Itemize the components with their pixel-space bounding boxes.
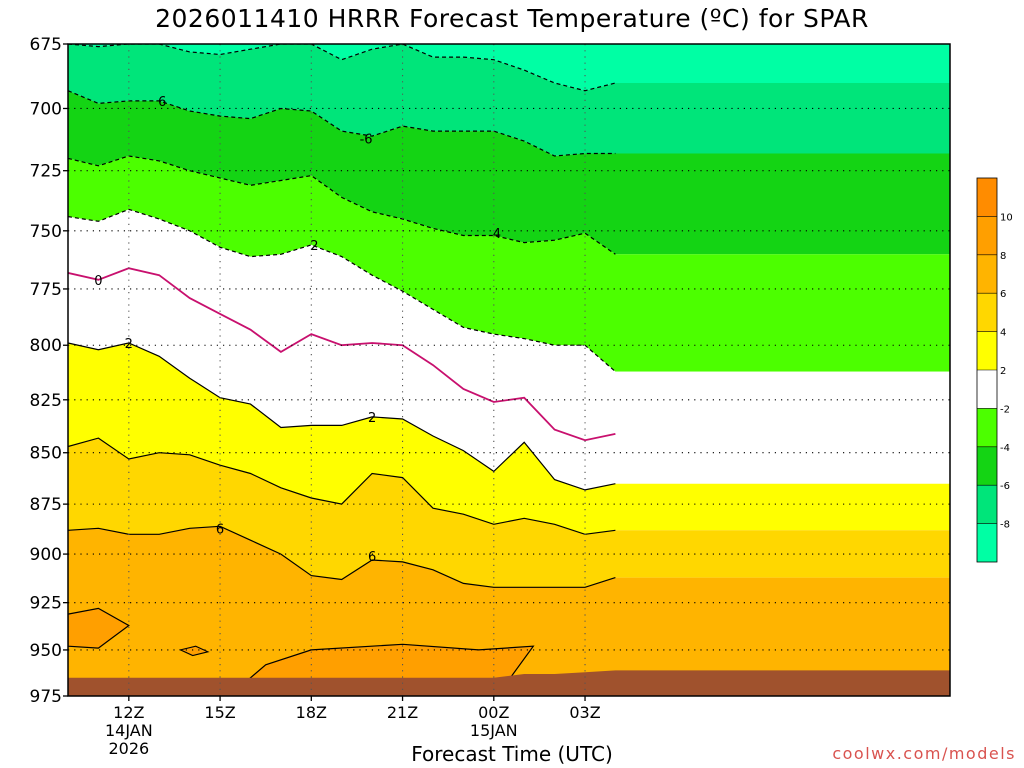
contour-label: 4 — [493, 227, 501, 242]
colorbar-swatch — [977, 216, 997, 255]
x-tick-label: 18Z — [296, 703, 327, 722]
colorbar-label: 8 — [1000, 251, 1006, 262]
x-tick-label: 12Z — [113, 703, 144, 722]
colorbar-swatch — [977, 254, 997, 294]
band-4-6 — [68, 438, 950, 588]
x-tick-year: 2026 — [108, 739, 149, 758]
x-tick-date: 14JAN — [105, 721, 153, 740]
colorbar: 10 8 6 4 2 -2 -4 -6 -8 — [976, 177, 1013, 563]
colorbar-label: 6 — [1000, 289, 1006, 300]
colorbar-label: 4 — [1000, 328, 1006, 339]
colorbar-swatch — [977, 446, 997, 486]
x-tick-label: 00Z — [478, 703, 509, 722]
isotherm-line — [68, 525, 616, 588]
y-tick-label: 975 — [30, 687, 62, 707]
warm-pocket-1 — [68, 607, 130, 649]
band-2-4 — [68, 343, 950, 535]
y-tick-label: 900 — [30, 545, 62, 565]
ground-terrain — [68, 670, 950, 696]
band-0-2 — [68, 268, 950, 490]
warm-pocket-3 — [178, 645, 210, 657]
x-tick-label: 03Z — [569, 703, 600, 722]
contour-label: 6 — [158, 95, 166, 110]
contour-label: 0 — [94, 274, 102, 289]
contour-label: 2 — [368, 411, 376, 426]
contour-label: -6 — [360, 133, 373, 148]
colorbar-swatch — [977, 523, 997, 562]
colorbar-swatch — [977, 408, 997, 447]
band-neg2-0 — [68, 209, 950, 441]
colorbar-label: 10 — [1000, 212, 1013, 223]
y-tick-label: 775 — [30, 280, 62, 300]
colorbar-swatch — [977, 485, 997, 524]
isotherm-line — [68, 342, 616, 491]
colorbar-label: -4 — [1000, 443, 1010, 454]
colorbar-swatch — [977, 293, 997, 332]
colorbar-swatch — [977, 331, 997, 370]
colorbar-label: -8 — [1000, 520, 1010, 531]
y-tick-label: 850 — [30, 444, 62, 464]
colorbar-swatch — [977, 370, 997, 409]
x-tick-date: 15JAN — [470, 721, 518, 740]
plot-frame — [67, 43, 951, 697]
y-tick-label: 800 — [30, 336, 62, 356]
colorbar-swatch — [977, 178, 997, 217]
colorbar-label: -2 — [1000, 404, 1010, 415]
y-tick-label: 675 — [30, 35, 62, 55]
y-tick-label: 750 — [30, 222, 62, 242]
band-neg8-neg6 — [68, 44, 950, 156]
contour-label: 6 — [368, 550, 376, 565]
band-neg6-neg4 — [68, 90, 950, 255]
chart-title: 2026011410 HRRR Forecast Temperature (ºC… — [155, 4, 869, 33]
colorbar-label: 2 — [1000, 366, 1006, 377]
contour-label: 2 — [310, 239, 318, 254]
colorbar-label: -6 — [1000, 481, 1010, 492]
band-lt-neg8 — [68, 44, 950, 91]
y-tick-label: 825 — [30, 391, 62, 411]
x-tick-label: 15Z — [204, 703, 235, 722]
contour-label: 6 — [216, 522, 224, 537]
y-tick-label: 950 — [30, 641, 62, 661]
y-tick-label: 700 — [30, 99, 62, 119]
isotherm-line — [68, 90, 616, 157]
x-tick-label: 21Z — [387, 703, 418, 722]
y-tick-label: 725 — [30, 162, 62, 182]
site-credit: coolwx.com/models — [832, 744, 1016, 763]
isotherm-line — [68, 208, 616, 373]
contour-label: 2 — [125, 337, 133, 352]
band-6-8 — [68, 526, 950, 696]
y-tick-label: 925 — [30, 594, 62, 614]
isotherm-line — [68, 155, 616, 255]
y-tick-label: 875 — [30, 495, 62, 515]
x-axis-label: Forecast Time (UTC) — [411, 742, 613, 766]
band-neg4-neg2 — [68, 156, 950, 372]
